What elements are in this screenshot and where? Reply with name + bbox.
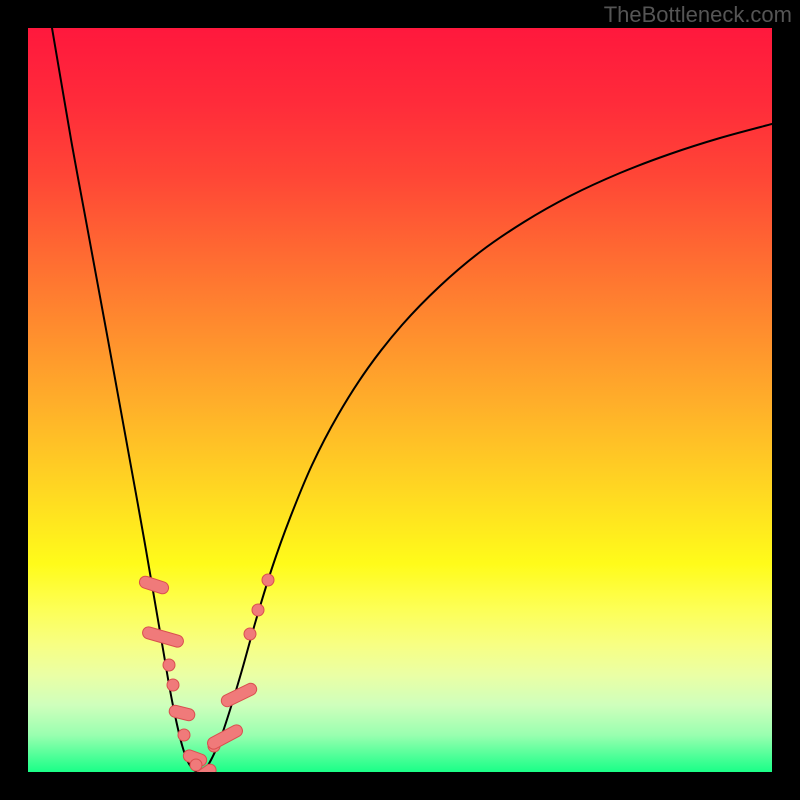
gpu-marker bbox=[178, 729, 190, 741]
gpu-marker bbox=[167, 679, 179, 691]
gpu-marker bbox=[252, 604, 264, 616]
bottleneck-chart: TheBottleneck.com bbox=[0, 0, 800, 800]
gpu-marker bbox=[163, 659, 175, 671]
plot-background bbox=[28, 28, 772, 772]
gpu-marker bbox=[244, 628, 256, 640]
chart-svg bbox=[0, 0, 800, 800]
gpu-marker bbox=[262, 574, 274, 586]
